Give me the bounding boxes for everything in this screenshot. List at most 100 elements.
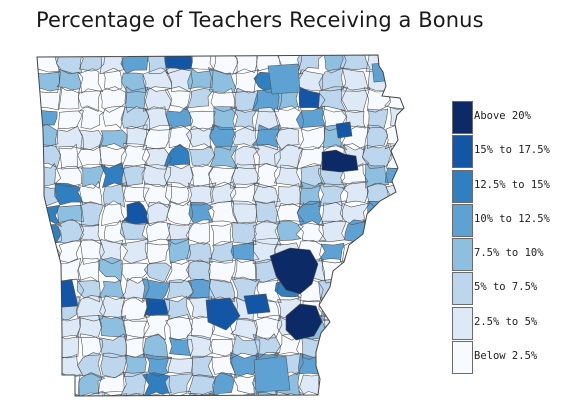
- district-border: [339, 55, 371, 71]
- district-border: [211, 372, 236, 396]
- district-border: [164, 86, 191, 111]
- district-region: [77, 352, 102, 379]
- district-border: [299, 164, 326, 189]
- district-border: [252, 182, 281, 204]
- district-border: [163, 295, 193, 320]
- district-region: [340, 259, 370, 283]
- district-region: [254, 107, 282, 131]
- district-region: [319, 221, 347, 242]
- district-region: [363, 334, 388, 358]
- district-region: [344, 352, 367, 378]
- district-border: [188, 219, 210, 245]
- district-border: [80, 164, 106, 189]
- district-border: [54, 55, 83, 75]
- district-region: [54, 183, 83, 205]
- district-border: [79, 201, 105, 227]
- legend-label: 10% to 12.5%: [474, 212, 550, 225]
- district-region: [166, 106, 193, 129]
- district-border: [120, 296, 150, 321]
- district-border: [363, 86, 391, 113]
- district-border: [387, 314, 404, 341]
- district-border: [75, 315, 103, 338]
- district-border: [146, 221, 172, 243]
- district-border: [364, 295, 388, 322]
- district-region: [231, 318, 258, 340]
- district-border: [97, 392, 128, 396]
- district-border: [341, 278, 368, 303]
- district-border: [120, 143, 149, 170]
- district-border: [37, 55, 61, 73]
- district-region: [122, 317, 147, 341]
- district-border: [188, 110, 216, 131]
- district-border: [318, 86, 348, 113]
- district-region: [168, 125, 192, 150]
- legend-label: 2.5% to 5%: [474, 315, 538, 328]
- district-region: [384, 335, 404, 359]
- district-border: [142, 372, 172, 396]
- district-region: [190, 55, 216, 70]
- district-border: [233, 69, 259, 94]
- district-border: [143, 87, 173, 112]
- district-border: [253, 314, 283, 339]
- district-border: [297, 55, 325, 75]
- district-border: [37, 144, 62, 168]
- district-border: [100, 352, 128, 379]
- district-region: [318, 243, 345, 263]
- district-region: [318, 68, 344, 91]
- district-border: [276, 220, 304, 241]
- district-border: [99, 162, 128, 189]
- legend-label: 15% to 17.5%: [474, 144, 550, 157]
- district-region: [209, 201, 238, 224]
- district-border: [298, 126, 325, 150]
- legend-label: Above 20%: [474, 110, 531, 122]
- district-border: [251, 123, 281, 151]
- district-border: [37, 257, 62, 283]
- district-region: [318, 372, 344, 395]
- district-region: [255, 200, 280, 224]
- district-border: [274, 127, 300, 151]
- district-region: [319, 392, 348, 396]
- district-border: [104, 219, 127, 246]
- district-region: [365, 315, 390, 338]
- district-region: [276, 183, 301, 208]
- district-border: [55, 219, 85, 244]
- district-region: [364, 295, 387, 321]
- district-region: [143, 164, 171, 188]
- district-region: [37, 277, 62, 303]
- district-border: [340, 68, 369, 92]
- district-region: [321, 352, 344, 377]
- district-region-highlight: [243, 293, 271, 315]
- district-region: [143, 182, 172, 208]
- district-border: [187, 334, 214, 359]
- district-border: [273, 164, 304, 188]
- district-region: [385, 203, 404, 225]
- district-border: [125, 334, 144, 358]
- district-border: [37, 86, 63, 111]
- district-border: [37, 392, 63, 396]
- district-region: [365, 260, 389, 283]
- district-region: [167, 238, 191, 264]
- district-region: [234, 146, 260, 169]
- district-border: [191, 355, 215, 379]
- district-region: [58, 87, 80, 109]
- district-border: [187, 164, 214, 189]
- district-region: [37, 372, 61, 396]
- district-border: [274, 105, 305, 131]
- district-border: [188, 201, 214, 225]
- district-region-highlight: [267, 63, 301, 95]
- district-region: [187, 182, 216, 205]
- district-region-highlight: [321, 149, 359, 173]
- district-border: [210, 87, 236, 113]
- district-region: [78, 181, 103, 205]
- district-region: [77, 145, 103, 168]
- district-region: [124, 353, 147, 377]
- district-border: [164, 373, 194, 396]
- district-region: [121, 165, 146, 187]
- district-region: [231, 200, 257, 223]
- district-region: [164, 163, 194, 188]
- district-region: [37, 336, 62, 359]
- district-region: [385, 69, 404, 93]
- district-region: [344, 219, 368, 242]
- district-border: [318, 371, 344, 396]
- district-region: [99, 144, 128, 166]
